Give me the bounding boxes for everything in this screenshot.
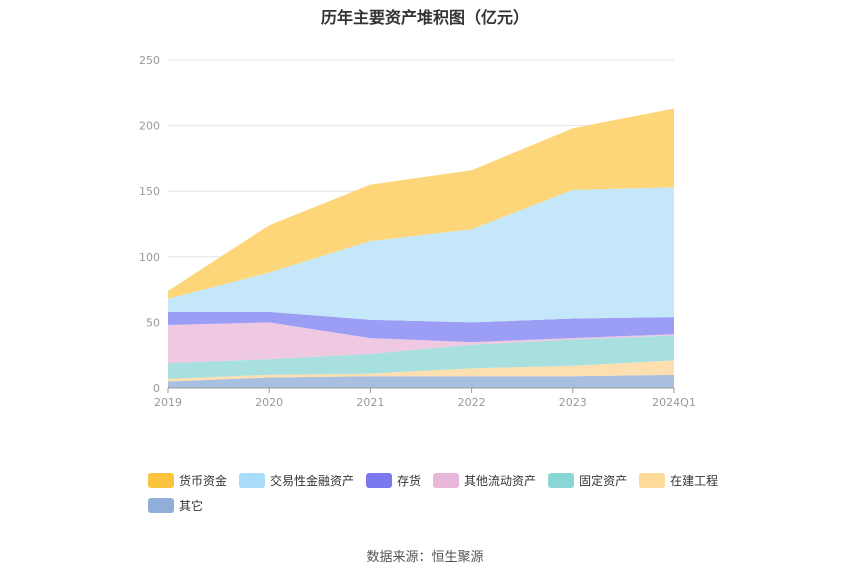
chart-title: 历年主要资产堆积图（亿元） [320, 8, 529, 27]
area-交易性金融资产 [168, 187, 674, 323]
y-tick-label: 0 [153, 382, 160, 395]
x-tick-label: 2020 [255, 396, 283, 409]
x-tick-label: 2019 [154, 396, 182, 409]
legend-item[interactable]: 其他流动资产 [433, 472, 536, 488]
legend-swatch [433, 472, 460, 488]
y-tick-label: 100 [139, 251, 160, 264]
data-source-note: 数据来源：恒生聚源 [366, 550, 484, 565]
area-货币资金 [168, 108, 674, 299]
legend-item[interactable]: 在建工程 [639, 472, 718, 488]
legend-swatch [148, 497, 174, 513]
legend-swatch [148, 472, 174, 488]
y-tick-label: 250 [139, 54, 160, 67]
legend-swatch [548, 472, 575, 488]
legend-label: 其他流动资产 [464, 473, 537, 488]
legend-swatch [366, 472, 393, 488]
y-tick-label: 200 [139, 120, 160, 133]
area-存货 [168, 311, 674, 343]
legend-swatch [639, 472, 666, 488]
legend-item[interactable]: 货币资金 [148, 472, 227, 488]
area-固定资产 [168, 335, 674, 379]
legend-label: 货币资金 [179, 473, 228, 488]
legend-item[interactable]: 固定资产 [548, 472, 627, 488]
x-tick-label: 2022 [458, 396, 486, 409]
legend-item[interactable]: 存货 [366, 472, 421, 488]
stacked-area-chart: 0 50 100 150 200 250 2019 2020 2021 2022 2023 2024Q… [139, 54, 696, 409]
x-tick-label: 2023 [559, 396, 587, 409]
legend-label: 其它 [179, 498, 204, 513]
y-tick-label: 150 [139, 185, 160, 198]
x-tick-label: 2024Q1 [652, 396, 696, 409]
legend-label: 在建工程 [670, 473, 719, 488]
y-tick-label: 50 [146, 316, 160, 329]
area-其他流动资产 [168, 322, 674, 364]
legend-label: 交易性金融资产 [270, 473, 355, 488]
legend-item[interactable]: 交易性金融资产 [239, 472, 354, 488]
legend-swatch [239, 472, 266, 488]
legend-item[interactable]: 其它 [148, 497, 203, 513]
legend-label: 固定资产 [579, 473, 628, 488]
legend-label: 存货 [397, 473, 422, 488]
x-tick-label: 2021 [356, 396, 384, 409]
chart-legend: 货币资金 交易性金融资产 存货 其他流动资产 固定资产 在建工程其它 [148, 472, 748, 513]
area-其它 [168, 374, 674, 388]
